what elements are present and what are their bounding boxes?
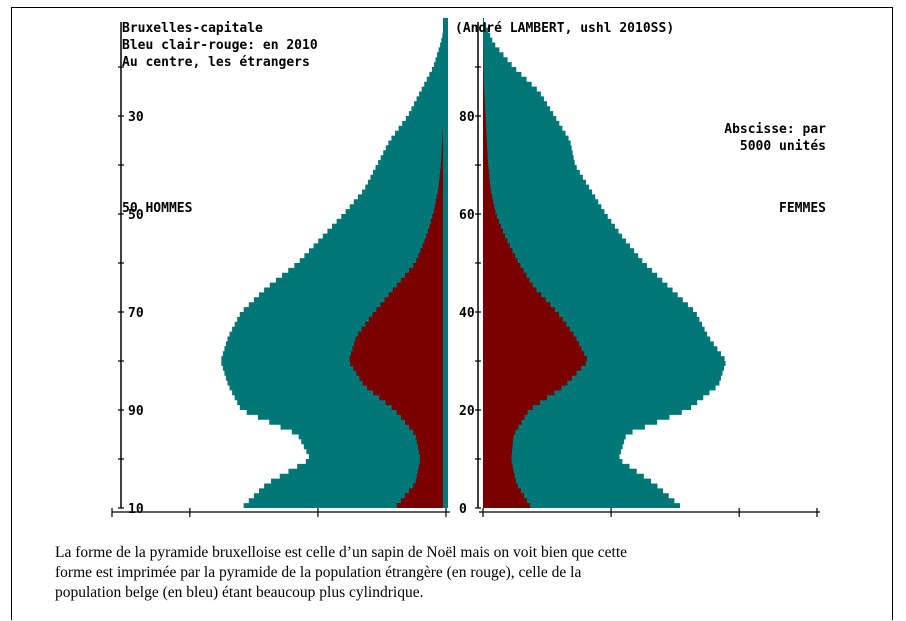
women-foreign-bars — [483, 18, 587, 508]
left-age-label: 70 — [128, 306, 144, 321]
chart-source: (André LAMBERT, ushl 2010SS) — [455, 21, 674, 36]
left-age-label: 50 — [128, 208, 144, 223]
men-center-strip — [443, 18, 448, 508]
figure-frame — [11, 7, 893, 620]
chart-title-line: Bleu clair-rouge: en 2010 — [122, 38, 318, 53]
left-age-label: 90 — [128, 404, 144, 419]
figure-caption: La forme de la pyramide bruxelloise est … — [55, 543, 880, 603]
right-age-label: 0 — [459, 502, 467, 517]
caption-line-2: forme est imprimée par la pyramide de la… — [55, 564, 582, 581]
population-pyramid-chart: 10 90 70 50 30 0 20 40 60 80 Bruxelles-capitale Ble… — [111, 18, 826, 517]
women-label: FEMMES — [779, 201, 826, 216]
left-age-label: 30 — [128, 110, 144, 125]
right-age-label: 80 — [459, 110, 475, 125]
right-age-label: 40 — [459, 306, 475, 321]
men-label: 50 HOMMES — [122, 201, 193, 216]
men-foreign-bars — [349, 18, 446, 508]
chart-title-line: Bruxelles-capitale — [122, 21, 263, 36]
abscissa-note-line: 5000 unités — [740, 139, 826, 154]
right-age-label: 20 — [459, 404, 475, 419]
abscissa-note-line: Abscisse: par — [724, 122, 826, 137]
caption-line-1: La forme de la pyramide bruxelloise est … — [55, 544, 628, 561]
chart-title-line: Au centre, les étrangers — [122, 55, 310, 70]
caption-line-3: population belge (en bleu) étant beaucou… — [55, 584, 424, 601]
left-age-label: 10 — [128, 502, 144, 517]
right-age-label: 60 — [459, 208, 475, 223]
men-belgian-bars — [221, 18, 446, 508]
